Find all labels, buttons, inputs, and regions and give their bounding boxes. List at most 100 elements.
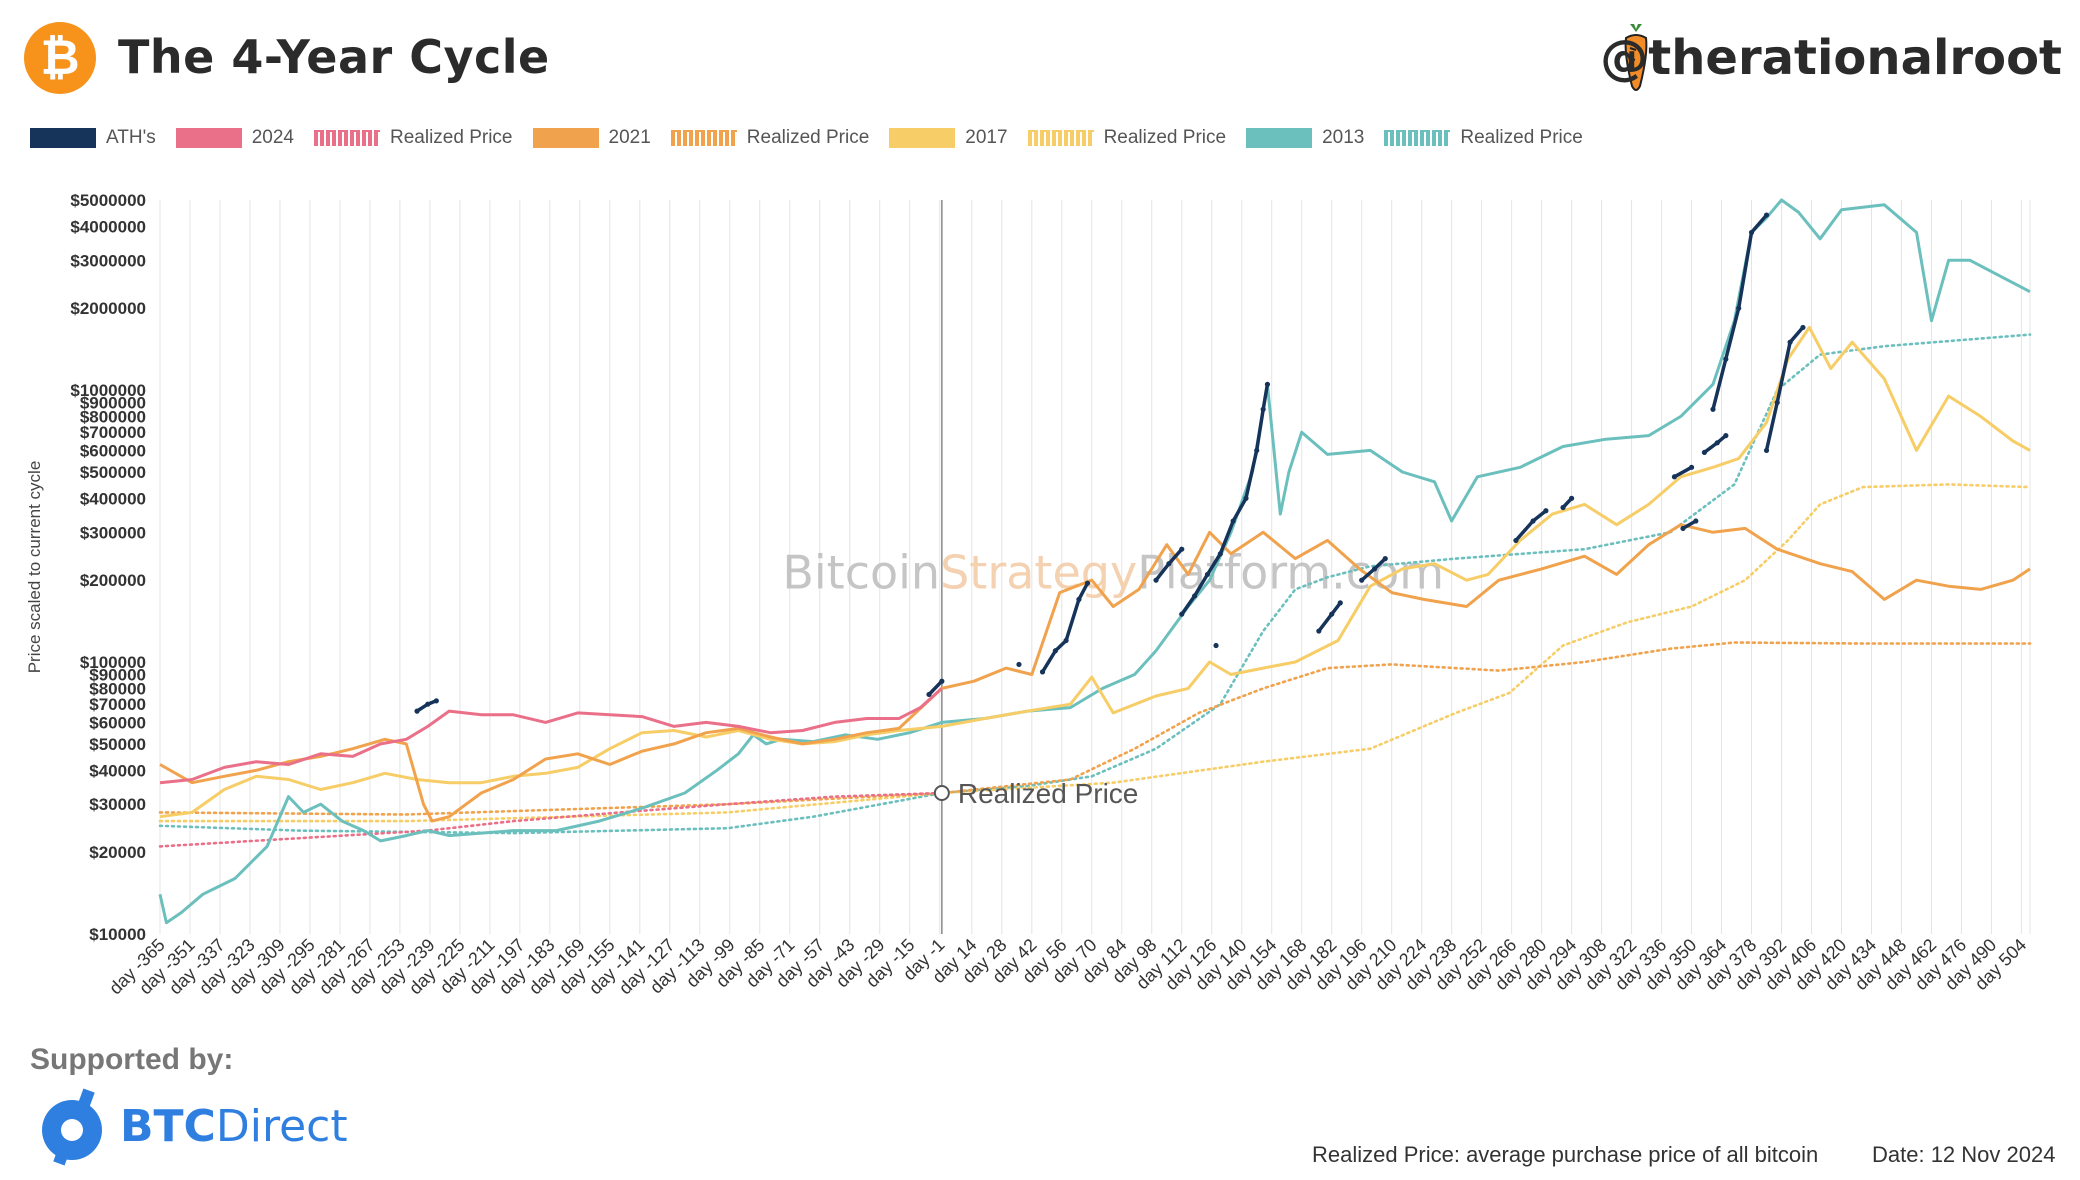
ath-point: [1787, 339, 1793, 345]
y-tick-label: $80000: [89, 679, 146, 698]
bitcoin-logo-icon: ₿: [24, 22, 96, 94]
legend-swatch: [1384, 130, 1451, 146]
ath-point: [1671, 474, 1678, 480]
ath-point: [1230, 518, 1236, 524]
y-tick-label: $700000: [80, 423, 146, 442]
legend-item[interactable]: Realized Price: [1384, 127, 1583, 149]
legend-swatch: [30, 128, 96, 148]
ath-point: [1254, 447, 1260, 454]
ath-segment: [1673, 465, 1693, 479]
ath-point: [433, 698, 439, 704]
legend-label: 2013: [1322, 127, 1365, 148]
y-tick-label: $300000: [80, 523, 146, 542]
legend-swatch: [670, 130, 737, 146]
y-axis: $10000$20000$30000$40000$50000$60000$700…: [70, 191, 146, 944]
legend-label: Realized Price: [1460, 127, 1583, 148]
series-line: [159, 523, 2031, 823]
ath-point: [414, 708, 420, 714]
ath-point: [1337, 600, 1343, 606]
y-tick-label: $60000: [89, 713, 146, 732]
ath-point: [1680, 525, 1686, 532]
ath-point: [1714, 440, 1720, 446]
legend-label: Realized Price: [1103, 127, 1227, 148]
ath-point: [1192, 593, 1198, 599]
legend-item[interactable]: Realized Price: [314, 127, 513, 149]
y-tick-label: $5000000: [70, 191, 146, 210]
watermark-part: Strategy: [940, 545, 1137, 599]
ath-point: [1016, 661, 1022, 668]
series-line: [158, 641, 2032, 816]
ath-segment: [1317, 601, 1342, 633]
legend-label: 2024: [251, 127, 294, 148]
legend-item[interactable]: ATH's: [30, 127, 156, 149]
carrot-icon: [1624, 24, 1648, 91]
legend-label: Realized Price: [390, 127, 513, 148]
ath-point: [1543, 508, 1549, 514]
ath-point: [1701, 449, 1708, 456]
y-tick-label: $2000000: [70, 299, 146, 318]
legend-item[interactable]: 2017: [889, 127, 1008, 149]
legend-item[interactable]: 2013: [1246, 127, 1364, 149]
ath-point: [1052, 648, 1058, 654]
ath-point: [1382, 556, 1388, 562]
y-tick-label: $50000: [89, 735, 146, 754]
legend-swatch: [532, 128, 599, 148]
ath-point: [1763, 212, 1770, 218]
ath-point: [1560, 504, 1566, 511]
ath-point: [1513, 537, 1519, 544]
y-tick-label: $90000: [89, 665, 146, 684]
legend-item[interactable]: Realized Price: [670, 127, 869, 149]
ath-point: [1329, 611, 1335, 617]
series-line: [158, 483, 2032, 823]
series-line: [159, 687, 943, 785]
y-axis-label: Price scaled to current cycle: [25, 461, 44, 674]
ath-point: [1260, 406, 1266, 412]
legend-swatch: [1027, 130, 1094, 146]
legend-item[interactable]: 2024: [175, 127, 294, 149]
legend-item[interactable]: 2021: [532, 127, 651, 149]
ath-point: [1688, 464, 1695, 470]
author-handle: @therationalroot: [1600, 30, 2062, 86]
y-tick-label: $500000: [80, 463, 146, 482]
ath-point: [1359, 577, 1365, 583]
ath-point: [425, 701, 431, 707]
ath-point: [1084, 580, 1091, 586]
y-tick-label: $200000: [80, 571, 146, 590]
ath-segment: [927, 679, 944, 696]
y-tick-label: $400000: [80, 489, 146, 508]
legend-swatch: [889, 128, 956, 148]
ath-point: [1371, 566, 1378, 572]
y-tick-label: $800000: [80, 407, 146, 426]
y-tick-label: $1000000: [70, 381, 146, 400]
cycle-chart: BitcoinStrategyPlatform.com$10000$20000$…: [25, 191, 2032, 998]
date-label: Date: 12 Nov 2024: [1872, 1142, 2056, 1167]
realized-price-note: Realized Price: average purchase price o…: [1312, 1142, 1819, 1167]
series-line: [159, 325, 2031, 819]
legend-label: 2017: [965, 127, 1008, 148]
y-tick-label: $20000: [89, 843, 146, 862]
ath-point: [1179, 546, 1185, 552]
y-tick-label: $70000: [89, 695, 146, 714]
y-tick-label: $900000: [80, 394, 146, 413]
legend-item[interactable]: Realized Price: [1027, 127, 1227, 149]
y-tick-label: $10000: [89, 925, 146, 944]
legend-swatch: [175, 128, 242, 148]
series-line: [158, 791, 944, 848]
realized-price-marker: [933, 784, 950, 801]
ath-point: [1748, 229, 1755, 236]
ath-point: [1763, 447, 1770, 454]
ath-point: [1723, 356, 1729, 362]
ath-point: [1179, 611, 1185, 617]
ath-segment: [1764, 326, 1805, 451]
y-tick-label: $600000: [80, 441, 146, 460]
realized-price-marker-label: Realized Price: [958, 778, 1139, 809]
ath-segment: [1711, 213, 1768, 410]
chart-legend: ATH's 2024 Realized Price 2021 Realized Pric…: [30, 124, 1630, 152]
ath-group: [414, 212, 1806, 714]
ath-point: [1039, 669, 1046, 675]
sponsor-logo[interactable]: BTCDirect: [36, 1086, 348, 1166]
sponsor-name: BTCDirect: [120, 1100, 348, 1152]
ath-point: [1530, 518, 1536, 524]
ath-point: [1569, 495, 1575, 501]
ath-point: [1723, 433, 1729, 439]
